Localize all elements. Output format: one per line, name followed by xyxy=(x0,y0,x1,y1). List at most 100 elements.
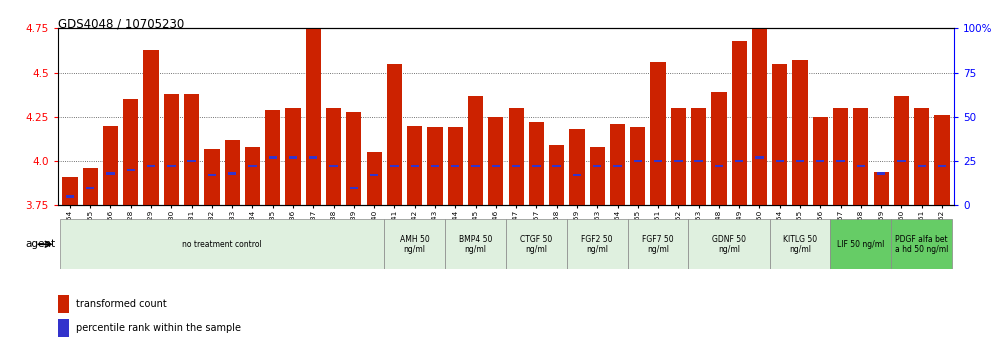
Bar xyxy=(330,165,338,167)
Bar xyxy=(833,108,849,205)
Bar xyxy=(107,172,115,175)
Bar xyxy=(914,108,929,205)
Bar xyxy=(793,60,808,205)
Bar xyxy=(630,127,645,205)
Bar xyxy=(386,64,402,205)
Bar xyxy=(492,165,500,167)
Text: FGF7 50
ng/ml: FGF7 50 ng/ml xyxy=(642,235,674,254)
Bar xyxy=(208,174,216,176)
Bar xyxy=(265,110,280,205)
Bar xyxy=(350,187,358,189)
Bar xyxy=(752,28,767,205)
Bar xyxy=(427,127,442,205)
Bar xyxy=(163,94,179,205)
Bar xyxy=(309,156,318,159)
Bar xyxy=(732,41,747,205)
Bar xyxy=(627,219,688,269)
Bar xyxy=(384,219,445,269)
Bar xyxy=(228,172,236,175)
Bar xyxy=(83,168,98,205)
Text: percentile rank within the sample: percentile rank within the sample xyxy=(76,323,241,333)
Bar xyxy=(674,160,682,162)
Bar xyxy=(370,174,378,176)
Bar xyxy=(590,147,605,205)
Bar xyxy=(610,124,625,205)
Bar xyxy=(326,108,342,205)
Text: agent: agent xyxy=(26,239,56,249)
Bar xyxy=(854,108,869,205)
Bar xyxy=(367,152,381,205)
Text: GDNF 50
ng/ml: GDNF 50 ng/ml xyxy=(712,235,746,254)
Bar xyxy=(691,108,706,205)
Text: FGF2 50
ng/ml: FGF2 50 ng/ml xyxy=(582,235,613,254)
Bar xyxy=(451,165,459,167)
Bar xyxy=(711,92,726,205)
Bar xyxy=(86,187,95,189)
Bar xyxy=(289,156,297,159)
Text: LIF 50 ng/ml: LIF 50 ng/ml xyxy=(838,240,884,249)
Text: GDS4048 / 10705230: GDS4048 / 10705230 xyxy=(58,18,184,31)
Bar xyxy=(755,156,764,159)
Bar xyxy=(60,219,384,269)
Bar xyxy=(512,165,520,167)
Bar xyxy=(410,165,419,167)
Text: CTGF 50
ng/ml: CTGF 50 ng/ml xyxy=(520,235,553,254)
Text: BMP4 50
ng/ml: BMP4 50 ng/ml xyxy=(459,235,492,254)
Bar xyxy=(471,165,480,167)
Bar xyxy=(529,122,544,205)
Text: KITLG 50
ng/ml: KITLG 50 ng/ml xyxy=(783,235,817,254)
Bar xyxy=(715,165,723,167)
Bar xyxy=(204,149,219,205)
Bar xyxy=(688,219,770,269)
Bar xyxy=(593,165,602,167)
Bar xyxy=(857,165,866,167)
Bar xyxy=(146,165,155,167)
Bar xyxy=(633,160,642,162)
Bar xyxy=(553,165,561,167)
Bar xyxy=(549,145,565,205)
Bar xyxy=(873,172,888,205)
Bar xyxy=(893,96,909,205)
Bar xyxy=(431,165,439,167)
Bar xyxy=(445,219,506,269)
Text: no treatment control: no treatment control xyxy=(182,240,262,249)
Bar xyxy=(567,219,627,269)
Bar xyxy=(124,99,138,205)
Bar xyxy=(143,50,158,205)
Bar xyxy=(694,160,703,162)
Bar xyxy=(63,177,78,205)
Bar xyxy=(938,165,946,167)
Bar xyxy=(917,165,926,167)
Bar xyxy=(532,165,541,167)
Bar xyxy=(735,160,743,162)
Bar xyxy=(796,160,804,162)
Bar xyxy=(184,94,199,205)
Bar xyxy=(126,169,135,171)
Bar xyxy=(897,160,905,162)
Bar xyxy=(269,156,277,159)
Bar xyxy=(614,165,622,167)
Bar xyxy=(570,129,585,205)
Bar xyxy=(468,96,483,205)
Bar xyxy=(770,219,831,269)
Bar xyxy=(306,28,321,205)
Bar xyxy=(390,165,398,167)
Bar xyxy=(650,62,665,205)
Bar xyxy=(103,126,119,205)
Bar xyxy=(506,219,567,269)
Text: PDGF alfa bet
a hd 50 ng/ml: PDGF alfa bet a hd 50 ng/ml xyxy=(895,235,948,254)
Bar xyxy=(816,160,825,162)
Text: AMH 50
ng/ml: AMH 50 ng/ml xyxy=(399,235,429,254)
Bar xyxy=(187,160,196,162)
Bar xyxy=(167,165,175,167)
Bar xyxy=(776,160,784,162)
Bar xyxy=(813,117,828,205)
Bar xyxy=(670,108,686,205)
Bar xyxy=(286,108,301,205)
Bar xyxy=(488,117,503,205)
Text: transformed count: transformed count xyxy=(76,299,166,309)
Bar xyxy=(58,319,69,337)
Bar xyxy=(772,64,788,205)
Bar xyxy=(831,219,891,269)
Bar xyxy=(407,126,422,205)
